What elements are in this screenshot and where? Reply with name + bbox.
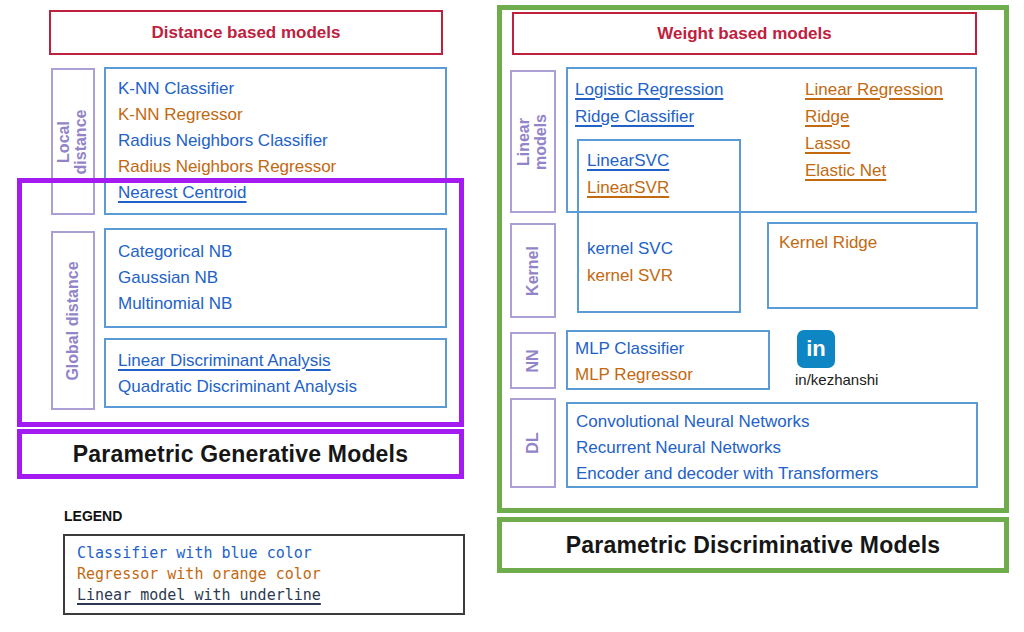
model-item: LinearSVR xyxy=(587,174,669,201)
model-item: K-NN Classifier xyxy=(118,76,336,102)
parametric-generative-models-banner: Parametric Generative Models xyxy=(17,429,464,479)
model-item: Nearest Centroid xyxy=(118,180,336,206)
parametric-discriminative-models-title: Parametric Discriminative Models xyxy=(566,532,941,559)
legend-box: Classifier with blue color Regressor wit… xyxy=(63,534,465,615)
deep-learning-models-box: Convolutional Neural Networks Recurrent … xyxy=(566,402,978,488)
model-item: Gaussian NB xyxy=(118,265,232,291)
nn-label: NN xyxy=(525,349,542,372)
parametric-generative-models-title: Parametric Generative Models xyxy=(73,441,408,468)
local-distance-label: Local distance xyxy=(56,105,90,179)
distance-based-models-title: Distance based models xyxy=(152,23,341,43)
model-item: Encoder and decoder with Transformers xyxy=(576,461,878,487)
dl-label: DL xyxy=(525,432,542,453)
mlp-models-box: MLP Classifier MLP Regressor xyxy=(566,330,770,390)
legend-item-linear: Linear model with underline xyxy=(77,585,463,606)
model-item: MLP Classifier xyxy=(575,336,693,362)
model-item: Ridge xyxy=(805,103,943,130)
model-item: kernel SVR xyxy=(587,262,673,289)
model-item: kernel SVC xyxy=(587,235,673,262)
model-item: Recurrent Neural Networks xyxy=(576,435,878,461)
weight-based-models-title: Weight based models xyxy=(657,24,831,44)
distance-based-models-header: Distance based models xyxy=(49,10,443,55)
naive-bayes-models-box: Categorical NB Gaussian NB Multinomial N… xyxy=(104,228,447,328)
linear-models-category-box: Linear models xyxy=(510,70,556,213)
model-item: Radius Neighbors Classifier xyxy=(118,128,336,154)
kernel-ridge-box: Kernel Ridge xyxy=(767,222,978,309)
local-distance-category-box: Local distance xyxy=(51,68,95,215)
svm-models-box: LinearSVC LinearSVR kernel SVC kernel SV… xyxy=(577,139,741,313)
kernel-label: Kernel xyxy=(525,246,542,296)
linear-models-label: Linear models xyxy=(516,111,550,173)
model-item: Elastic Net xyxy=(805,157,943,184)
global-distance-label: Global distance xyxy=(65,261,82,380)
linkedin-icon[interactable]: in xyxy=(797,330,835,368)
model-item: Linear Discriminant Analysis xyxy=(118,348,357,374)
model-item: Radius Neighbors Regressor xyxy=(118,154,336,180)
model-item: Linear Regression xyxy=(805,76,943,103)
local-distance-models-box: K-NN Classifier K-NN Regressor Radius Ne… xyxy=(104,67,447,215)
model-item: Kernel Ridge xyxy=(779,230,877,256)
parametric-discriminative-models-banner: Parametric Discriminative Models xyxy=(497,517,1009,573)
model-item: K-NN Regressor xyxy=(118,102,336,128)
weight-based-models-header: Weight based models xyxy=(512,12,977,55)
model-item: LinearSVC xyxy=(587,147,669,174)
legend-item-regressor: Regressor with orange color xyxy=(77,564,463,585)
legend-item-classifier: Classifier with blue color xyxy=(77,543,463,564)
discriminant-analysis-models-box: Linear Discriminant Analysis Quadratic D… xyxy=(104,338,447,408)
model-item: Convolutional Neural Networks xyxy=(576,409,878,435)
dl-category-box: DL xyxy=(510,398,556,488)
linkedin-icon-text: in xyxy=(806,336,826,362)
model-item: Lasso xyxy=(805,130,943,157)
model-item: Logistic Regression xyxy=(575,76,723,103)
model-item: Categorical NB xyxy=(118,239,232,265)
model-item: Multinomial NB xyxy=(118,291,232,317)
kernel-category-box: Kernel xyxy=(510,223,556,318)
ml-models-taxonomy-diagram: Distance based models Local distance K-N… xyxy=(0,0,1024,632)
model-item: MLP Regressor xyxy=(575,362,693,388)
legend-title: LEGEND xyxy=(64,508,122,524)
global-distance-category-box: Global distance xyxy=(51,231,95,410)
model-item: Quadratic Discriminant Analysis xyxy=(118,374,357,400)
model-item: Ridge Classifier xyxy=(575,103,723,130)
linkedin-handle[interactable]: in/kezhanshi xyxy=(795,371,878,388)
nn-category-box: NN xyxy=(510,332,556,389)
